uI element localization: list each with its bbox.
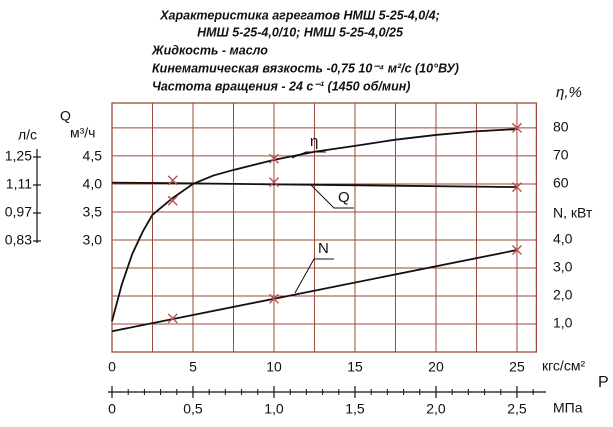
ql-axis-label: л/с <box>18 127 37 143</box>
title-line: Характеристика агрегатов НМШ 5-25-4,0/4; <box>159 8 440 22</box>
data-marker <box>167 175 178 186</box>
series-line <box>111 128 518 322</box>
q-axis-label: м³/ч <box>70 125 95 141</box>
x2-tick-label: 1,5 <box>345 401 365 417</box>
note: Жидкость - масло <box>151 43 268 57</box>
leader-line <box>294 258 334 294</box>
x-tick-label: 25 <box>509 359 525 375</box>
y-tick-label: 60 <box>553 175 569 191</box>
n-tick-label: 3,0 <box>553 259 573 275</box>
data-marker <box>268 153 279 164</box>
series-line <box>111 249 518 333</box>
x-axis-label: кгс/см² <box>542 358 585 374</box>
series-label: N <box>318 240 329 257</box>
marker-stroke <box>268 293 279 304</box>
marker-stroke <box>268 177 279 188</box>
n-axis-label: N, кВт <box>553 205 593 221</box>
title-line: НМШ 5-25-4,0/10; НМШ 5-25-4,0/25 <box>197 25 404 39</box>
ql-tick-label: 1,11 <box>6 176 32 192</box>
x2-tick-label: 1,0 <box>264 401 284 417</box>
series-label: η <box>310 133 318 150</box>
data-marker <box>511 122 522 133</box>
data-marker <box>268 177 279 188</box>
n-tick-label: 2,0 <box>553 287 573 303</box>
n-tick-label: 4,0 <box>553 231 573 247</box>
x2-tick-label: 0 <box>108 401 116 417</box>
x-tick-label: 20 <box>428 359 444 375</box>
marker-stroke <box>511 245 522 256</box>
note: Частота вращения - 24 с⁻¹ (1450 об/мин) <box>152 79 410 93</box>
note: Кинематическая вязкость -0,75 10⁻⁴ м²/с … <box>152 61 459 75</box>
x-tick-label: 10 <box>266 359 282 375</box>
marker-stroke <box>268 153 279 164</box>
x2-tick-label: 2,0 <box>426 401 446 417</box>
y-axis-label: η,% <box>556 84 582 101</box>
ql-tick-label: 1,25 <box>5 148 32 164</box>
x-tick-label: 0 <box>108 359 116 375</box>
marker-stroke <box>167 195 178 206</box>
data-marker <box>167 313 178 324</box>
data-marker <box>511 182 522 193</box>
q-tick-label: 4,0 <box>83 176 103 192</box>
marker-stroke <box>511 122 522 133</box>
marker-stroke <box>167 175 178 186</box>
marker-stroke <box>167 313 178 324</box>
p-label: P <box>598 374 609 391</box>
ql-tick-label: 0,83 <box>5 232 32 248</box>
series-line <box>111 181 517 189</box>
series-label: Q <box>338 189 350 206</box>
ql-tick-label: 0,97 <box>5 204 32 220</box>
q-symbol: Q <box>60 108 71 124</box>
leader-line <box>309 183 354 209</box>
q-tick-label: 3,0 <box>83 232 103 248</box>
marker-stroke <box>511 182 522 193</box>
x-tick-label: 5 <box>189 359 197 375</box>
data-marker <box>268 293 279 304</box>
plot-frame <box>111 102 538 353</box>
data-marker <box>167 195 178 206</box>
n-tick-label: 1,0 <box>553 315 573 331</box>
q-tick-label: 4,5 <box>83 148 103 164</box>
x-tick-label: 15 <box>347 359 363 375</box>
y-tick-label: 80 <box>553 119 569 135</box>
x2-tick-label: 2,5 <box>507 401 527 417</box>
leader-line <box>291 151 326 159</box>
y-tick-label: 70 <box>553 147 569 163</box>
q-tick-label: 3,5 <box>83 204 103 220</box>
x2-tick-label: 0,5 <box>183 401 203 417</box>
data-marker <box>511 245 522 256</box>
x2-axis-label: МПа <box>553 400 583 416</box>
